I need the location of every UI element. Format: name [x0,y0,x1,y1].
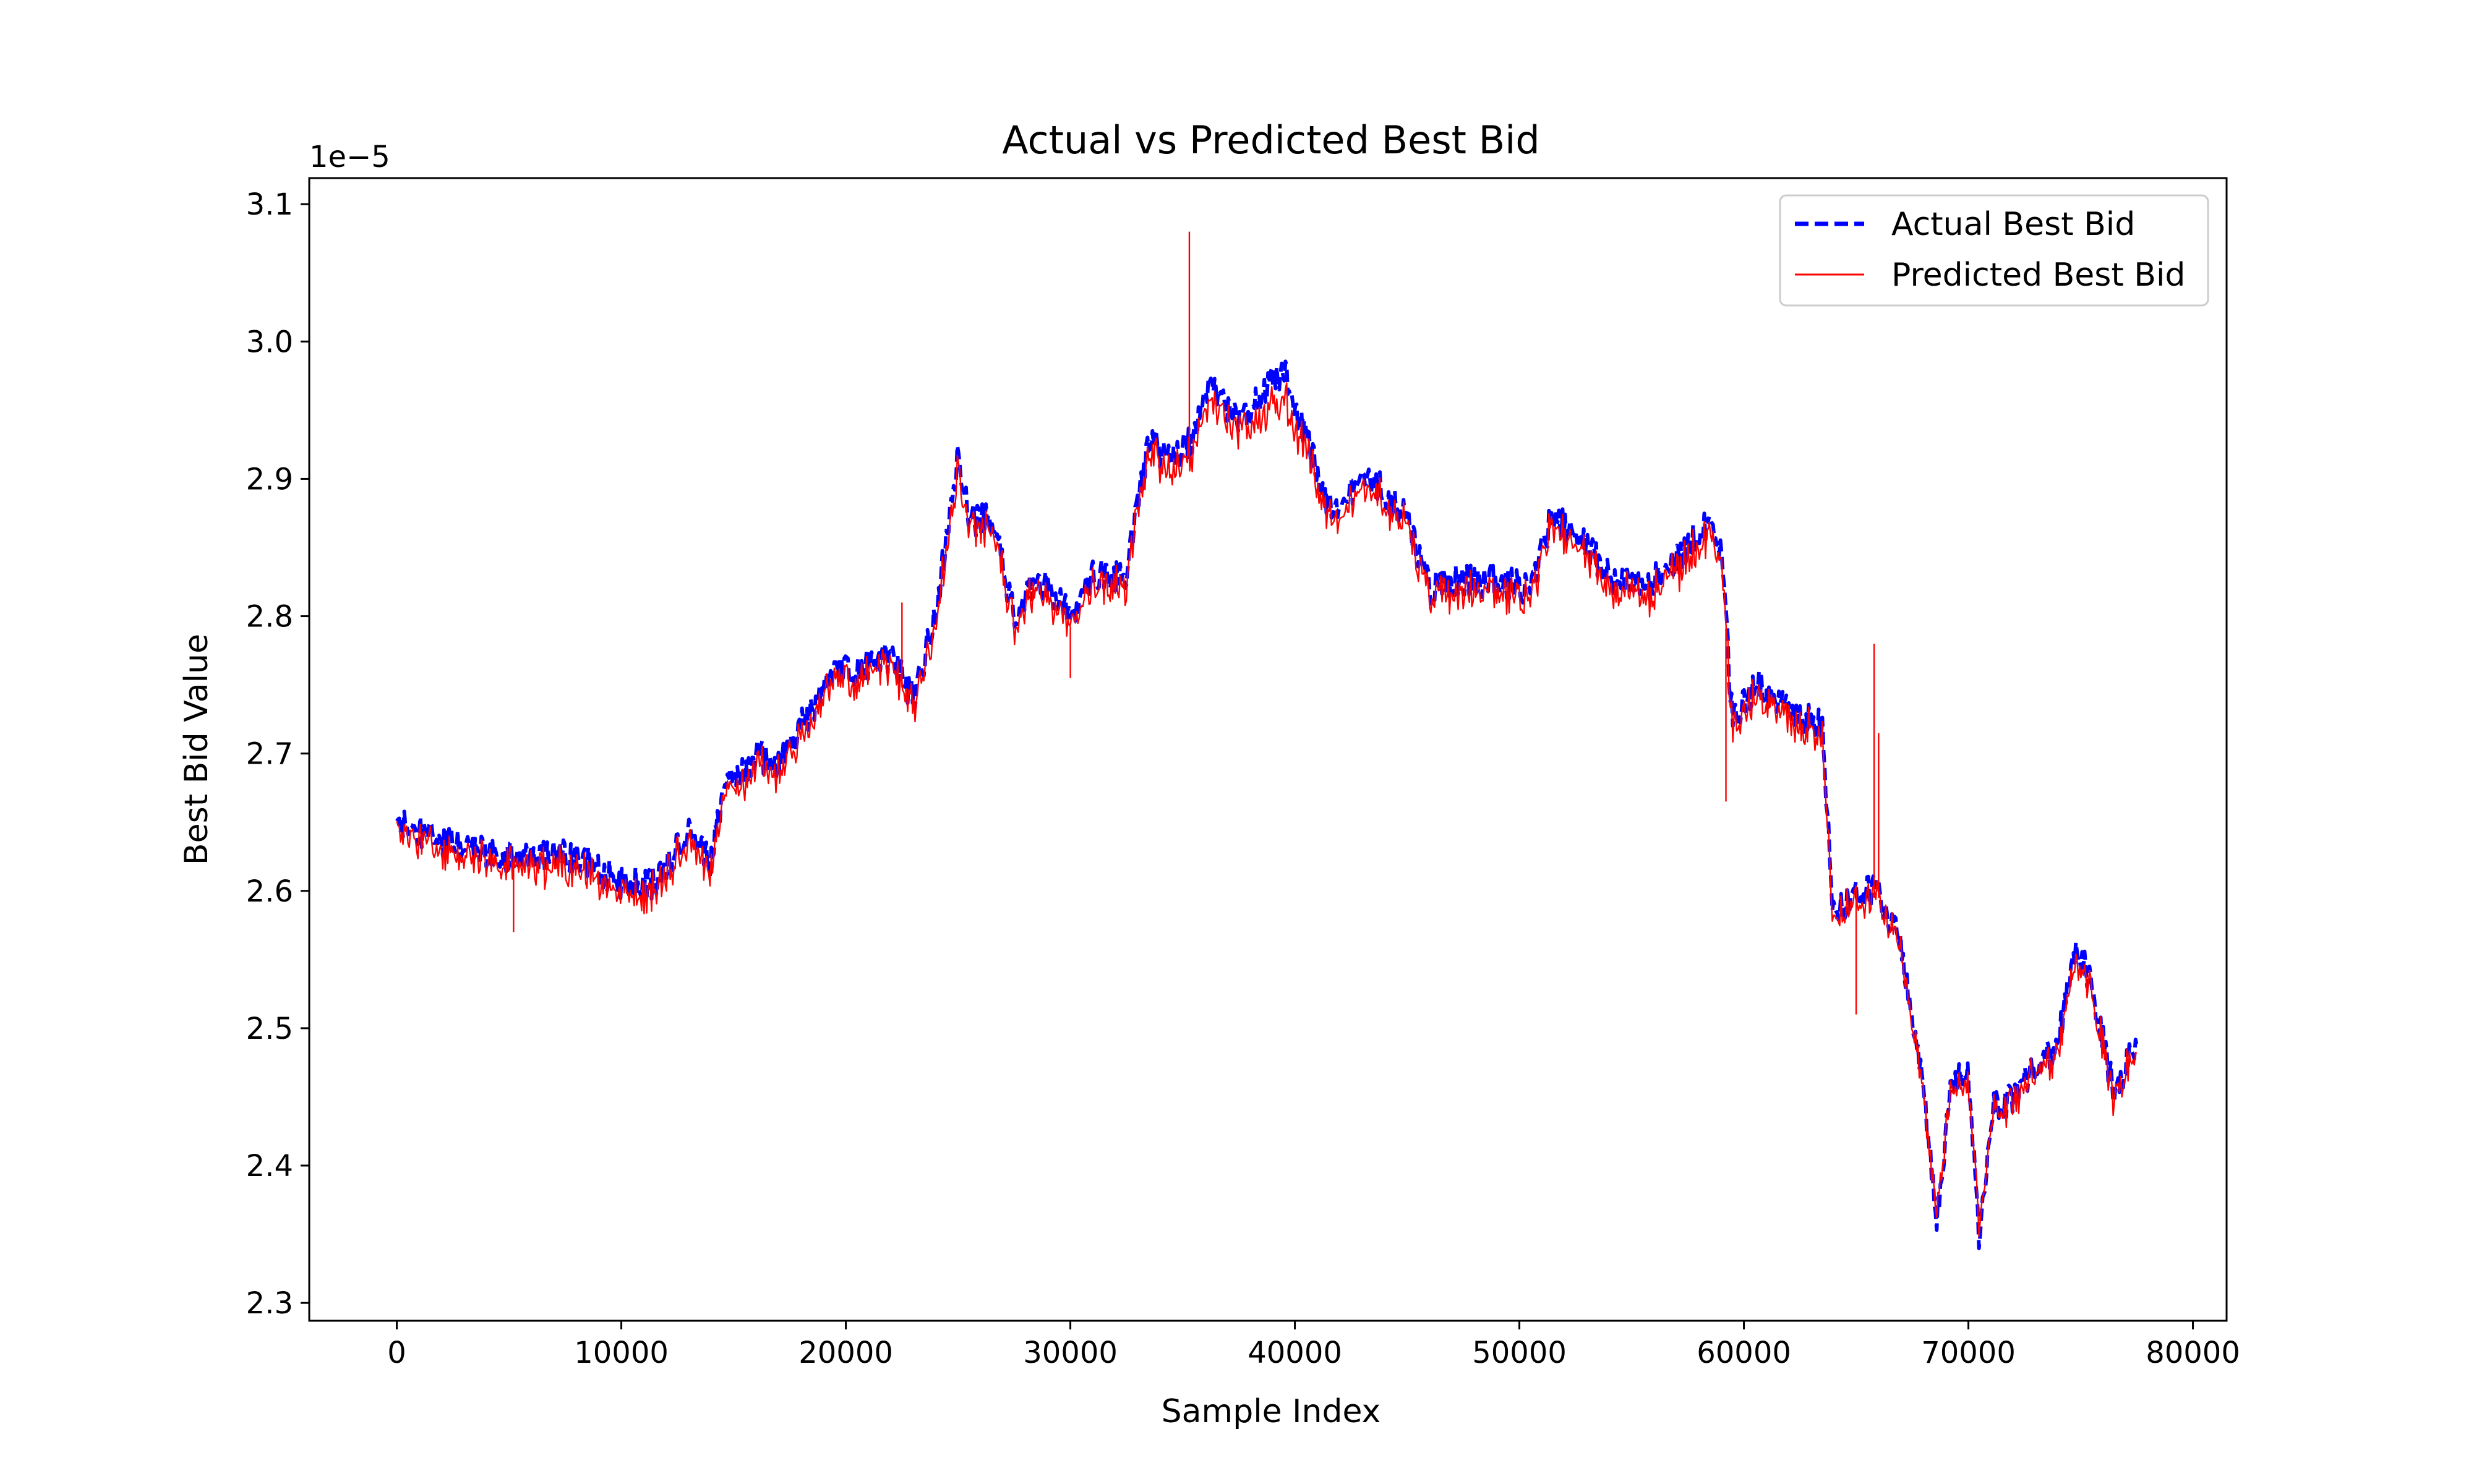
plot-area [308,177,2228,1322]
x-axis: 0 10000 20000 30000 40000 50000 60000 70000 8000… [387,1321,2240,1370]
x-tick-label: 60000 [1697,1336,1791,1370]
y-tick-label: 2.4 [246,1149,293,1183]
y-tick-label: 2.6 [246,874,293,909]
x-tick-label: 50000 [1472,1336,1567,1370]
y-axis-label: Best Bid Value [178,634,215,865]
x-tick-label: 80000 [2146,1336,2240,1370]
x-axis-label: Sample Index [1162,1393,1381,1430]
y-tick-label: 2.5 [246,1012,293,1046]
x-tick-label: 30000 [1023,1336,1118,1370]
legend-box [1779,194,2209,307]
chart-title: Actual vs Predicted Best Bid [1002,117,1540,163]
y-axis-offset-label: 1e−5 [309,140,390,174]
legend-label-predicted: Predicted Best Bid [1891,257,2185,294]
x-tick-label: 40000 [1248,1336,1342,1370]
legend-label-actual: Actual Best Bid [1891,206,2135,243]
x-tick-label: 0 [387,1336,406,1370]
y-tick-label: 2.7 [246,737,293,772]
x-tick-label: 10000 [574,1336,669,1370]
plot-frame [308,177,2228,1322]
series-layer [395,231,2139,1250]
x-tick-label: 70000 [1921,1336,2016,1370]
y-tick-label: 3.1 [246,187,293,222]
y-tick-label: 2.9 [246,462,293,497]
y-axis: 2.3 2.4 2.5 2.6 2.7 2.8 2.9 3.0 3.1 [246,187,309,1321]
x-tick-label: 20000 [798,1336,893,1370]
y-tick-label: 2.3 [246,1286,293,1321]
y-tick-label: 2.8 [246,600,293,634]
legend: Actual Best Bid Predicted Best Bid [1779,194,2209,307]
series-line-predicted [396,382,2138,1237]
y-tick-label: 3.0 [246,325,293,359]
